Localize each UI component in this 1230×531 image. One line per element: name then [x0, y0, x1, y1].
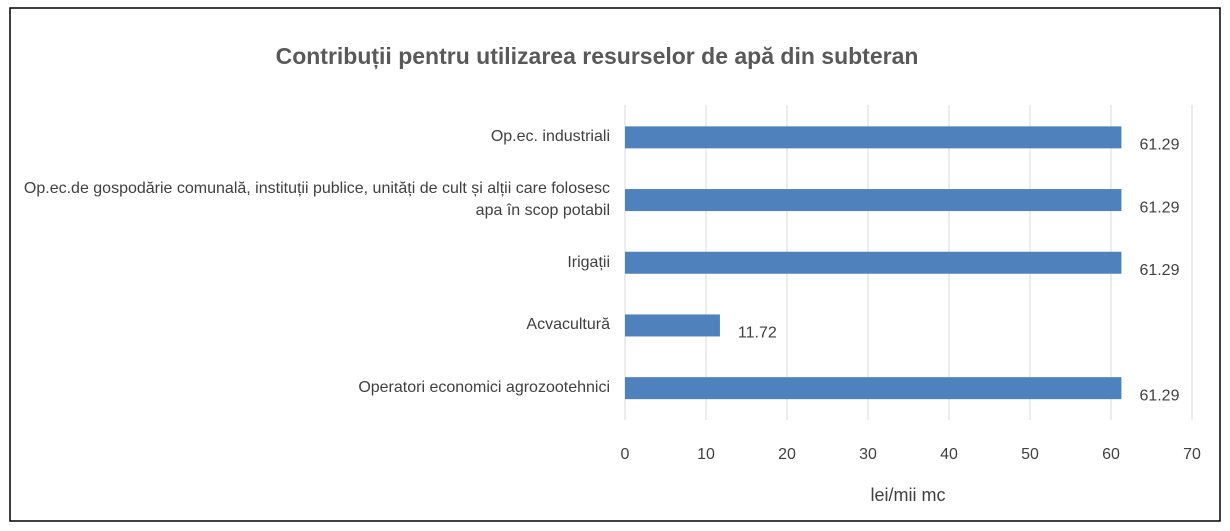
x-axis-title: lei/mii mc: [871, 485, 946, 505]
y-tick-label: Op.ec.de gospodărie comunală, instituții…: [23, 180, 610, 220]
x-tick-label: 0: [621, 446, 630, 463]
value-label: 61.29: [1139, 262, 1179, 279]
bar: [625, 377, 1122, 400]
x-tick-label: 10: [697, 446, 715, 463]
value-label: 11.72: [738, 325, 777, 342]
y-tick-label: Op.ec. industriali: [490, 128, 610, 146]
x-tick-label: 20: [778, 446, 796, 463]
category-label-box: Irigații: [567, 253, 610, 271]
chart-title: Contribuții pentru utilizarea resurselor…: [276, 43, 919, 70]
category-label-box: Operatori economici agrozootehnici: [358, 379, 610, 397]
y-tick-label: Acvacultură: [526, 316, 610, 334]
y-tick-label: Operatori economici agrozootehnici: [358, 379, 610, 397]
bar: [625, 126, 1122, 149]
category-label-box: Acvacultură: [526, 316, 610, 334]
category-label-box: Op.ec.de gospodărie comunală, instituții…: [23, 180, 610, 220]
x-tick-label: 50: [1021, 446, 1039, 463]
value-label: 61.29: [1139, 387, 1179, 404]
x-tick-label: 70: [1183, 446, 1201, 463]
category-label-box: Op.ec. industriali: [490, 128, 610, 146]
value-label: 61.29: [1139, 137, 1179, 154]
bar: [625, 314, 720, 337]
value-label: 61.29: [1139, 199, 1179, 216]
x-tick-label: 60: [1102, 446, 1120, 463]
y-tick-label: Irigații: [567, 253, 610, 271]
x-tick-label: 30: [859, 446, 877, 463]
bar: [625, 251, 1122, 274]
x-tick-label: 40: [940, 446, 958, 463]
bar: [625, 189, 1122, 212]
